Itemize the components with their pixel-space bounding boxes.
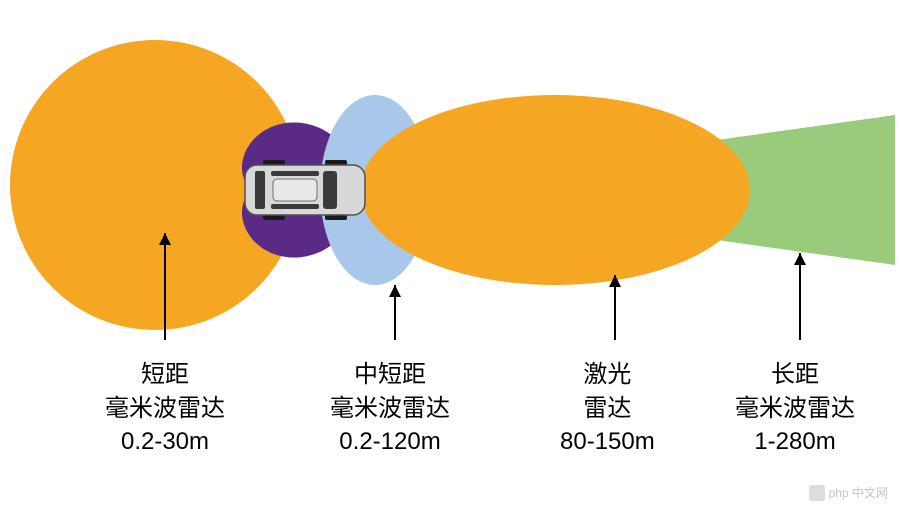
label-short-line1: 毫米波雷达 (105, 392, 225, 426)
watermark-text: php 中文网 (829, 484, 888, 501)
label-long-line1: 毫米波雷达 (735, 392, 855, 426)
arrowhead-icon (389, 285, 401, 297)
sensor-shapes (10, 40, 895, 330)
label-short-line0: 短距 (105, 358, 225, 392)
label-lidar-line1: 雷达 (560, 392, 655, 426)
label-midshort: 中短距毫米波雷达0.2-120m (330, 358, 450, 459)
label-long-line0: 长距 (735, 358, 855, 392)
car-illustration (245, 160, 365, 220)
php-icon (809, 485, 825, 501)
label-lidar-line0: 激光 (560, 358, 655, 392)
sensor-lidar (360, 95, 750, 285)
label-midshort-line2: 0.2-120m (330, 425, 450, 459)
label-long: 长距毫米波雷达1-280m (735, 358, 855, 459)
label-short-line2: 0.2-30m (105, 425, 225, 459)
label-lidar-line2: 80-150m (560, 425, 655, 459)
label-short: 短距毫米波雷达0.2-30m (105, 358, 225, 459)
label-midshort-line0: 中短距 (330, 358, 450, 392)
label-lidar: 激光雷达80-150m (560, 358, 655, 459)
watermark: php 中文网 (809, 484, 888, 501)
label-midshort-line1: 毫米波雷达 (330, 392, 450, 426)
arrowhead-icon (794, 253, 806, 265)
label-long-line2: 1-280m (735, 425, 855, 459)
